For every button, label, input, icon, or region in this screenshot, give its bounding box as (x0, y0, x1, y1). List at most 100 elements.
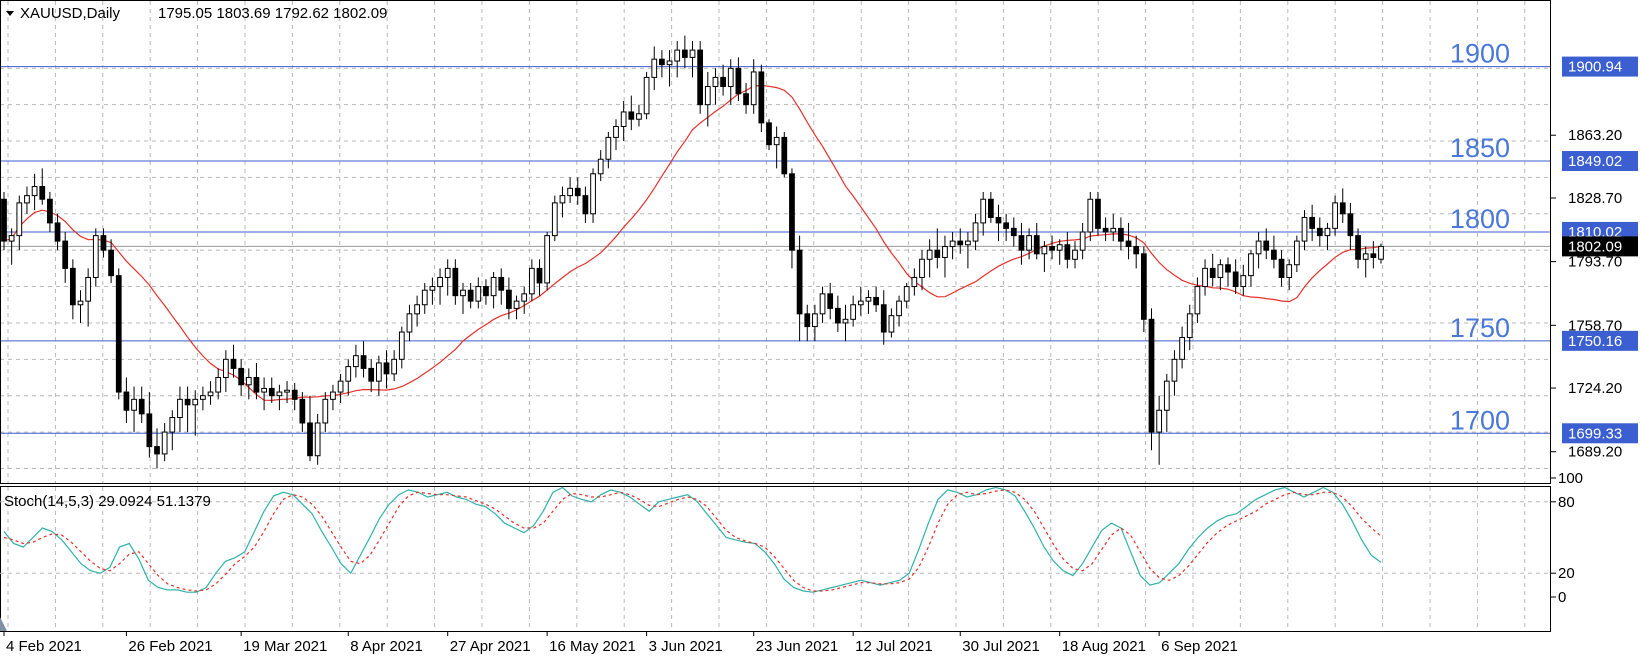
candle-body (942, 246, 948, 258)
candle-body (1194, 286, 1201, 315)
candles[interactable] (1, 35, 1384, 469)
candle-body (1156, 409, 1163, 433)
candle-body (605, 136, 612, 160)
candle-body (1217, 264, 1224, 278)
candle-body (1248, 253, 1254, 277)
candle-body (429, 286, 436, 291)
candle-body (789, 173, 795, 251)
candle-body (460, 289, 466, 297)
candle-body (1332, 202, 1338, 229)
time-tick-label: 30 Jul 2021 (962, 638, 1040, 655)
candle-body (574, 187, 581, 197)
candle-body (926, 249, 933, 260)
time-tick-label: 18 Aug 2021 (1062, 638, 1146, 655)
price-tick-label: 1863.20 (1568, 127, 1622, 144)
candle-body (1163, 380, 1170, 411)
candle-body (238, 367, 245, 386)
level-tag-box (1562, 330, 1638, 351)
candle-body (1003, 222, 1010, 229)
time-tick-label: 27 Apr 2021 (450, 638, 531, 655)
horizontal-levels[interactable]: 1900 1850 1800 1750 1700 (0, 39, 1551, 436)
candle-body (177, 398, 183, 419)
last-price-tag: 1802.09 (1568, 238, 1622, 255)
candle-body (1087, 198, 1094, 233)
candle-body (368, 367, 375, 382)
candle-body (1202, 267, 1208, 288)
candle-body (636, 113, 642, 120)
candle-body (704, 85, 711, 106)
candle-body (1263, 240, 1270, 251)
candle-body (1018, 235, 1025, 251)
candle-body (131, 398, 137, 411)
stochastic-lines (3, 486, 1382, 593)
time-tick-label: 16 May 2021 (549, 638, 636, 655)
candle-body (1362, 253, 1369, 260)
candle-body (965, 240, 971, 246)
candle-body (536, 267, 543, 284)
candle-body (834, 307, 841, 324)
candle-body (697, 49, 704, 106)
level-tag-box (1562, 56, 1638, 77)
candle-body (651, 58, 658, 78)
candle-body (781, 136, 788, 175)
candle-body (987, 198, 994, 218)
candle-body (444, 267, 451, 278)
candle-body (1148, 318, 1155, 433)
candle-body (92, 235, 99, 278)
candle-body (1041, 246, 1048, 255)
candle-body (169, 417, 176, 433)
candle-body (268, 387, 275, 397)
candle-body (819, 293, 826, 315)
candle-body (506, 289, 512, 309)
candle-body (551, 202, 558, 237)
candle-body (54, 222, 61, 242)
candle-body (903, 286, 910, 302)
candle-body (1056, 244, 1063, 251)
candle-body (544, 235, 551, 284)
candle-body (437, 276, 443, 288)
candle-body (1378, 245, 1384, 260)
symbol-label: XAUUSD,Daily (20, 5, 121, 22)
candle-body (773, 136, 780, 146)
candle-body (1179, 336, 1185, 360)
candle-body (69, 267, 76, 306)
candle-body (200, 395, 206, 400)
ohlc-values: 1795.05 1803.69 1792.62 1802.09 (158, 5, 387, 22)
candle-body (827, 293, 834, 309)
candle-body (1370, 253, 1377, 258)
candle-body (1110, 227, 1117, 233)
level-tag: 1750.16 (1568, 333, 1622, 350)
price-tick-label: 1724.20 (1568, 380, 1622, 397)
stoch-tick-label: 100 (1558, 470, 1583, 487)
menu-triangle-icon[interactable] (6, 11, 14, 16)
candle-body (980, 198, 987, 224)
candle-body (643, 76, 650, 115)
candle-body (949, 240, 956, 248)
candle-body (628, 111, 635, 120)
candle-body (353, 355, 359, 368)
candle-body (452, 267, 459, 297)
candle-body (230, 358, 237, 369)
candle-body (100, 235, 107, 251)
candle-body (804, 313, 811, 328)
candle-body (1140, 253, 1147, 320)
price-axis: 1900.941863.201849.021828.701810.021802.… (1551, 56, 1638, 461)
candle-body (31, 186, 38, 197)
candle-body (559, 195, 566, 204)
candle-body (1271, 249, 1277, 260)
candle-body (513, 300, 520, 309)
candle-body (934, 249, 941, 258)
candle-body (857, 300, 864, 306)
candle-body (1026, 235, 1032, 251)
candle-body (1209, 267, 1216, 278)
candle-body (735, 67, 742, 95)
candle-body (62, 240, 69, 269)
candle-body (613, 126, 619, 138)
candle-body (123, 391, 130, 411)
price-panel[interactable]: 1900 1850 1800 1750 1700 1900.94 1863.20 1849.… (0, 0, 1638, 484)
stochastic-panel[interactable]: 100 80 20 0 Stoch(14,5,3) 29.0924 51.1379 (0, 470, 1583, 632)
candle-body (307, 422, 313, 457)
candle-body (1316, 227, 1323, 237)
candle-body (1095, 198, 1101, 229)
